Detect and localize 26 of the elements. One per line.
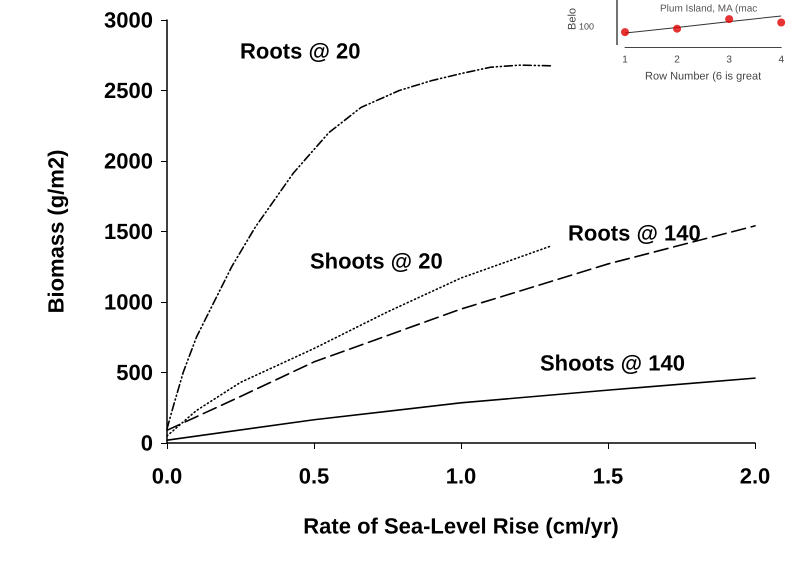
- y-axis-title: Biomass (g/m2): [44, 150, 68, 314]
- x-tick-label: 3: [726, 54, 732, 66]
- y-tick-label: 1000: [104, 290, 153, 314]
- chart-title: Plum Island, MA (mac: [660, 4, 758, 14]
- y-axis-title: Belo: [566, 8, 578, 30]
- y-tick-label: 2000: [104, 148, 153, 174]
- y-tick-label: 3000: [104, 8, 153, 32]
- y-tick-label: 0: [140, 430, 153, 456]
- y-tick-label: 1500: [104, 219, 153, 244]
- x-axis-title: Row Number (6 is great: [645, 70, 762, 82]
- x-tick-label: 1: [622, 54, 628, 66]
- x-tick-label: 2.0: [740, 464, 770, 488]
- annotation: 100: [579, 22, 594, 32]
- x-tick-label: 1.5: [592, 464, 624, 488]
- y-tick-label: 2500: [104, 78, 153, 103]
- x-tick-label: 1.0: [446, 464, 476, 488]
- x-tick-label: 4: [778, 54, 784, 66]
- x-tick-label: 0.0: [152, 464, 182, 488]
- series-label: Shoots @ 20: [310, 248, 443, 274]
- x-tick-label: 2: [674, 54, 680, 66]
- series-label: Roots @ 20: [240, 38, 360, 64]
- series-label: Shoots @ 140: [540, 350, 685, 376]
- series-label: Roots @ 140: [568, 220, 701, 246]
- x-tick-label: 0.5: [298, 464, 330, 488]
- y-tick-label: 500: [116, 360, 153, 385]
- x-axis-title: Rate of Sea-Level Rise (cm/yr): [303, 514, 619, 538]
